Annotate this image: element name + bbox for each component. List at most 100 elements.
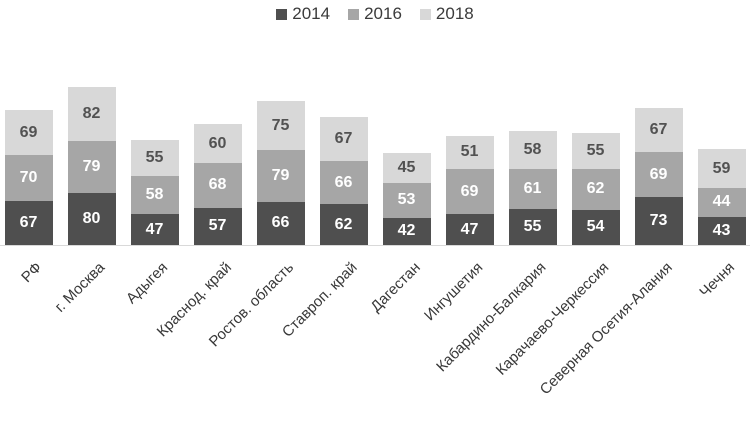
- value-label: 67: [649, 121, 668, 139]
- bar-segment-2018[interactable]: 55: [571, 133, 620, 170]
- bar-segment-2018[interactable]: 75: [256, 101, 305, 151]
- bar-5: 66 79 75: [256, 101, 305, 245]
- value-label: 69: [649, 165, 668, 183]
- value-label: 60: [208, 134, 227, 152]
- bar-segment-2014[interactable]: 43: [697, 216, 746, 245]
- bar-segment-2014[interactable]: 73: [634, 197, 683, 245]
- x-axis-label: РФ: [18, 259, 46, 287]
- bar-segment-2016[interactable]: 53: [382, 182, 431, 218]
- bar-8: 47 69 51: [445, 135, 494, 245]
- bar-10: 54 62 55: [571, 133, 620, 245]
- x-axis-label: Адыгея: [123, 259, 172, 308]
- value-label: 58: [523, 141, 542, 158]
- bar-segment-2014[interactable]: 66: [256, 201, 305, 245]
- bar-segment-2018[interactable]: 45: [382, 153, 431, 183]
- bar-segment-2018[interactable]: 67: [319, 117, 368, 162]
- bar-segment-2018[interactable]: 67: [634, 108, 683, 153]
- value-label: 55: [523, 218, 542, 235]
- plot-area: 67 70 69 80 79 82 47 58 55 57 68 60 66 79 75 62 66 67 42 53…: [0, 87, 750, 246]
- value-label: 69: [19, 123, 38, 141]
- bar-3: 47 58 55: [130, 140, 179, 245]
- value-label: 80: [82, 209, 101, 227]
- bar-segment-2014[interactable]: 54: [571, 209, 620, 245]
- legend-swatch-2018-icon: [419, 8, 431, 20]
- bar-segment-2018[interactable]: 58: [508, 131, 557, 169]
- value-label: 73: [649, 212, 668, 230]
- bar-segment-2014[interactable]: 47: [130, 214, 179, 245]
- bar-segment-2016[interactable]: 69: [445, 169, 494, 215]
- bar-segment-2018[interactable]: 59: [697, 149, 746, 189]
- x-axis-label: Кабардино-Балкария: [433, 259, 550, 376]
- legend: 2014 2016 2018: [0, 4, 750, 24]
- bar-7: 42 53 45: [382, 153, 431, 245]
- value-label: 61: [523, 180, 542, 197]
- x-axis-label: г. Москва: [51, 259, 109, 316]
- bar-segment-2014[interactable]: 47: [445, 214, 494, 245]
- bar-2: 80 79 82: [67, 87, 116, 245]
- bar-segment-2016[interactable]: 62: [571, 169, 620, 210]
- value-label: 75: [271, 116, 290, 134]
- legend-item-2016[interactable]: 2016: [348, 4, 402, 24]
- value-label: 66: [271, 214, 290, 232]
- value-label: 55: [586, 142, 605, 160]
- bar-segment-2018[interactable]: 69: [4, 110, 53, 156]
- legend-swatch-2014-icon: [276, 8, 288, 20]
- bar-segment-2014[interactable]: 62: [319, 204, 368, 245]
- value-label: 67: [19, 214, 38, 232]
- value-label: 70: [19, 169, 38, 187]
- value-label: 55: [145, 149, 164, 167]
- value-label: 43: [712, 221, 731, 239]
- value-label: 82: [82, 105, 101, 123]
- legend-label-2014: 2014: [292, 4, 331, 23]
- value-label: 66: [334, 173, 353, 191]
- x-axis-label: Ростов. область: [206, 259, 298, 351]
- value-label: 57: [208, 217, 227, 235]
- bar-segment-2018[interactable]: 60: [193, 123, 242, 164]
- bar-segment-2016[interactable]: 44: [697, 188, 746, 217]
- value-label: 51: [460, 143, 479, 161]
- bar-segment-2018[interactable]: 55: [130, 140, 179, 177]
- value-label: 62: [334, 215, 353, 233]
- value-label: 54: [586, 218, 605, 236]
- bar-segment-2016[interactable]: 69: [634, 152, 683, 198]
- bar-6: 62 66 67: [319, 117, 368, 245]
- bar-segment-2014[interactable]: 55: [508, 209, 557, 245]
- legend-label-2016: 2016: [364, 4, 402, 23]
- bar-12: 43 44 59: [697, 149, 746, 245]
- value-label: 59: [712, 159, 731, 177]
- bar-segment-2016[interactable]: 79: [67, 140, 116, 193]
- bar-segment-2016[interactable]: 58: [130, 176, 179, 215]
- bar-segment-2016[interactable]: 61: [508, 169, 557, 209]
- bar-segment-2014[interactable]: 57: [193, 207, 242, 245]
- bar-segment-2014[interactable]: 80: [67, 192, 116, 245]
- value-label: 68: [208, 176, 227, 194]
- legend-label-2018: 2018: [435, 4, 474, 23]
- x-axis-label: Чечня: [696, 259, 739, 301]
- bar-segment-2018[interactable]: 82: [67, 87, 116, 141]
- value-label: 47: [460, 220, 479, 238]
- bar-segment-2014[interactable]: 42: [382, 217, 431, 245]
- value-label: 42: [397, 222, 416, 240]
- x-axis-label: Северная Осетия-Алания: [536, 259, 676, 399]
- bar-segment-2018[interactable]: 51: [445, 135, 494, 170]
- value-label: 79: [271, 166, 290, 184]
- x-axis-label: Краснод. край: [153, 259, 235, 341]
- bar-segment-2014[interactable]: 67: [4, 201, 53, 245]
- legend-item-2014[interactable]: 2014: [276, 4, 330, 24]
- x-axis-label: Дагестан: [367, 259, 424, 316]
- x-axis-label: Карачаево-Черкессия: [492, 259, 613, 379]
- bar-segment-2016[interactable]: 70: [4, 155, 53, 202]
- legend-item-2018[interactable]: 2018: [419, 4, 474, 24]
- bar-segment-2016[interactable]: 79: [256, 150, 305, 202]
- bar-4: 57 68 60: [193, 123, 242, 245]
- legend-swatch-2016-icon: [348, 8, 360, 20]
- bar-1: 67 70 69: [4, 110, 53, 245]
- bar-segment-2016[interactable]: 66: [319, 161, 368, 205]
- value-label: 47: [145, 220, 164, 238]
- value-label: 67: [334, 130, 353, 148]
- bar-segment-2016[interactable]: 68: [193, 163, 242, 208]
- value-label: 62: [586, 180, 605, 198]
- value-label: 58: [145, 186, 164, 204]
- bar-9: 55 61 58: [508, 131, 557, 245]
